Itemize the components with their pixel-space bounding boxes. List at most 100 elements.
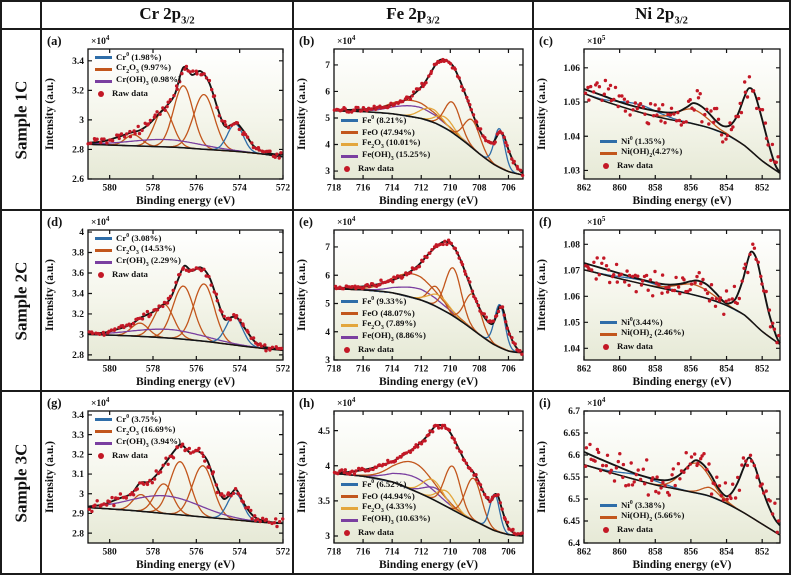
panel-letter: (b) bbox=[299, 34, 314, 48]
y-tick-label: 3.6 bbox=[72, 269, 84, 279]
y-tick-label: 3 bbox=[325, 356, 330, 366]
x-tick-label: 858 bbox=[648, 548, 663, 558]
plot-area bbox=[583, 410, 781, 544]
row-label-text: Sample 3C bbox=[11, 443, 30, 522]
panel-f: 862 860 858 856 854 852 1.04 1.05 1.06 1.07 1.08 (f… bbox=[534, 211, 789, 392]
axis-ticks bbox=[88, 49, 284, 180]
x-tick-label: 852 bbox=[755, 184, 770, 194]
axis-ticks bbox=[333, 411, 523, 543]
x-tick-label: 574 bbox=[233, 184, 248, 194]
x-axis-label: Binding energy (eV) bbox=[379, 195, 478, 207]
y-tick-label: 4 bbox=[325, 462, 330, 472]
x-axis-label: Binding energy (eV) bbox=[632, 376, 731, 388]
axis-multiplier: ×104 bbox=[337, 34, 356, 47]
x-tick-label: 860 bbox=[613, 184, 628, 194]
row-label-text: Sample 1C bbox=[11, 80, 30, 159]
x-tick-label: 716 bbox=[356, 365, 371, 375]
axis-multiplier: ×104 bbox=[337, 396, 356, 409]
x-tick-label: 716 bbox=[356, 548, 371, 558]
y-tick-label: 3 bbox=[325, 532, 330, 542]
background-curve bbox=[333, 472, 524, 537]
axis-ticks bbox=[88, 411, 284, 543]
raw-data-points bbox=[87, 266, 284, 353]
x-axis-label: Binding energy (eV) bbox=[379, 559, 478, 571]
x-tick-label: 576 bbox=[189, 184, 204, 194]
x-tick-label: 574 bbox=[233, 548, 248, 558]
y-tick-label: 1.05 bbox=[563, 319, 580, 329]
y-axis-label: Intensity (a.u.) bbox=[536, 78, 548, 150]
y-axis-label: Intensity (a.u.) bbox=[296, 441, 308, 513]
background-curve bbox=[87, 333, 284, 352]
x-tick-label: 578 bbox=[146, 548, 161, 558]
x-axis-label: Binding energy (eV) bbox=[632, 195, 731, 207]
y-tick-label: 3 bbox=[79, 490, 84, 500]
x-tick-label: 706 bbox=[501, 365, 516, 375]
component-peak-purple bbox=[88, 494, 283, 524]
spectrum-plot-svg: 862 860 858 856 854 852 1.04 1.05 1.06 1.07 1.08 (f… bbox=[536, 215, 781, 388]
y-tick-label: 1.05 bbox=[563, 98, 580, 108]
x-tick-label: 708 bbox=[472, 184, 487, 194]
background-curve bbox=[87, 143, 284, 158]
x-tick-label: 572 bbox=[276, 365, 291, 375]
axis-ticks bbox=[333, 230, 523, 361]
spectrum-plot-svg: 718 716 714 712 710 708 706 3 4 5 6 7 (b) ×104 Binding… bbox=[296, 34, 525, 207]
x-tick-label: 578 bbox=[146, 184, 161, 194]
spectrum-plot-svg: 862 860 858 856 854 852 1.03 1.04 1.05 1.06 (c) ×10… bbox=[536, 34, 781, 207]
axis-ticks bbox=[583, 410, 780, 544]
y-axis-label: Intensity (a.u.) bbox=[296, 259, 308, 331]
x-tick-label: 712 bbox=[414, 184, 429, 194]
x-tick-label: 854 bbox=[719, 365, 734, 375]
x-tick-label: 572 bbox=[276, 184, 291, 194]
panel-letter: (h) bbox=[299, 396, 314, 410]
x-tick-label: 862 bbox=[577, 365, 592, 375]
panel-i: 862 860 858 856 854 852 6.4 6.45 6.5 6.55 6.6 6.65 6… bbox=[534, 392, 789, 573]
y-axis-label: Intensity (a.u.) bbox=[44, 441, 56, 513]
y-tick-label: 3.2 bbox=[72, 87, 84, 97]
x-tick-label: 576 bbox=[189, 365, 204, 375]
y-tick-label: 4 bbox=[79, 228, 84, 238]
panel-b: 718 716 714 712 710 708 706 3 4 5 6 7 (b) ×104 Binding… bbox=[294, 30, 534, 211]
x-tick-label: 714 bbox=[385, 548, 400, 558]
x-tick-label: 574 bbox=[233, 365, 248, 375]
x-tick-label: 852 bbox=[755, 365, 770, 375]
column-header-ni: Ni 2p3/2 bbox=[534, 2, 789, 30]
y-tick-label: 4 bbox=[325, 328, 330, 338]
spectrum-plot-svg: 718 716 714 712 710 708 706 3 4 5 6 7 (e) ×104 Binding… bbox=[296, 215, 524, 388]
x-tick-label: 718 bbox=[327, 365, 342, 375]
y-tick-label: 1.06 bbox=[563, 64, 580, 74]
x-tick-label: 852 bbox=[755, 548, 770, 558]
y-tick-label: 2.8 bbox=[72, 146, 84, 156]
y-tick-label: 5 bbox=[325, 300, 330, 310]
x-axis-label: Binding energy (eV) bbox=[632, 559, 731, 571]
y-tick-label: 3.8 bbox=[72, 249, 84, 259]
y-tick-label: 3.4 bbox=[72, 411, 84, 421]
spectrum-plot-svg: 580 578 576 574 572 2.8 2.9 3 3.1 3.2 3.3 3.4 (g) ×10… bbox=[44, 396, 290, 571]
y-tick-label: 1.08 bbox=[563, 241, 580, 251]
row-label-text: Sample 2C bbox=[11, 261, 30, 340]
y-tick-label: 6.45 bbox=[563, 517, 580, 527]
background-curve bbox=[583, 463, 781, 536]
axis-multiplier: ×104 bbox=[337, 215, 356, 228]
x-tick-label: 718 bbox=[327, 184, 342, 194]
panel-c: 862 860 858 856 854 852 1.03 1.04 1.05 1.06 (c) ×10… bbox=[534, 30, 789, 211]
panel-h: 718 716 714 712 710 708 706 3 3.5 4 4.5 (h) ×104 Bind… bbox=[294, 392, 534, 573]
panel-a: 580 578 576 574 572 2.6 2.8 3 3.2 3.4 (a) ×104 Bindi… bbox=[42, 30, 294, 211]
x-tick-label: 706 bbox=[501, 184, 516, 194]
y-tick-label: 6 bbox=[325, 88, 330, 98]
x-tick-label: 706 bbox=[501, 548, 516, 558]
panel-letter: (g) bbox=[47, 396, 62, 410]
x-tick-label: 856 bbox=[684, 548, 699, 558]
envelope-curve bbox=[333, 240, 524, 354]
y-tick-label: 2.8 bbox=[72, 529, 84, 539]
panel-letter: (c) bbox=[539, 34, 553, 48]
x-tick-label: 862 bbox=[577, 184, 592, 194]
envelope-curve bbox=[583, 87, 781, 174]
y-tick-label: 3.1 bbox=[72, 470, 84, 480]
y-tick-label: 3.2 bbox=[72, 451, 84, 461]
axis-ticks bbox=[583, 230, 780, 360]
y-axis-label: Intensity (a.u.) bbox=[296, 78, 308, 150]
axis-multiplier: ×104 bbox=[91, 34, 110, 47]
x-tick-label: 854 bbox=[719, 184, 734, 194]
x-tick-label: 714 bbox=[385, 184, 400, 194]
